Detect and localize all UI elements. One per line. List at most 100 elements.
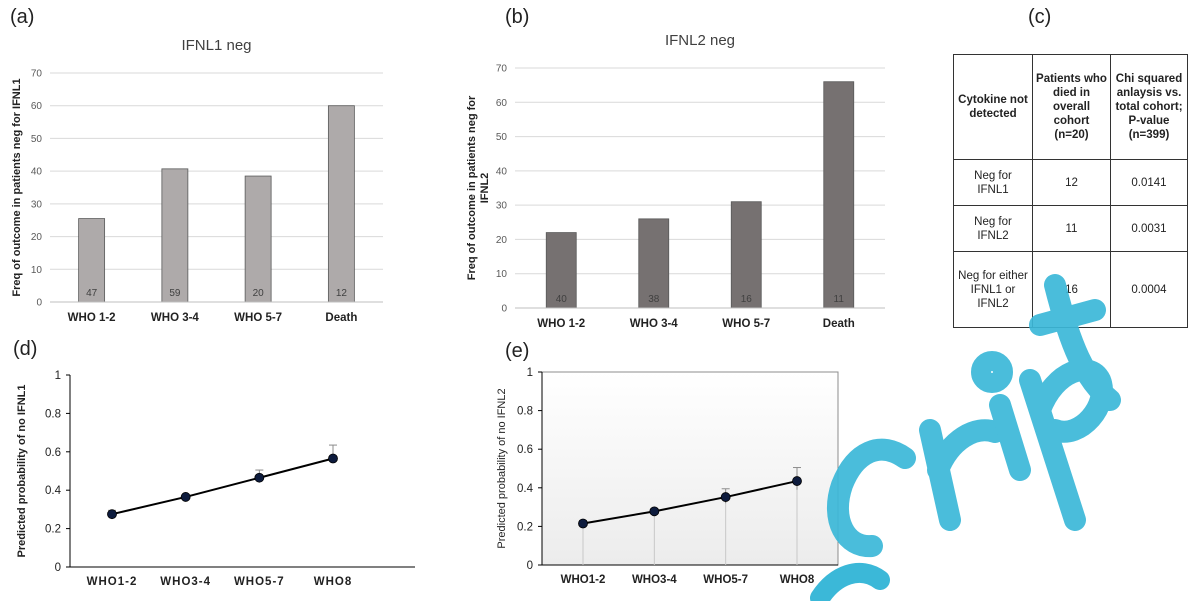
bar-data-label: 16 bbox=[741, 294, 753, 305]
table-row: Neg for IFNL1 12 0.0141 bbox=[953, 159, 1188, 206]
bar-data-label: 38 bbox=[648, 294, 660, 305]
bar-data-label: 47 bbox=[86, 288, 98, 299]
y-tick-label: 1 bbox=[55, 370, 61, 382]
data-point bbox=[180, 492, 191, 502]
y-tick-label: 0.8 bbox=[517, 406, 533, 418]
y-tick-label: 0 bbox=[36, 298, 42, 309]
y-axis-label: Predicted probability of no IFNL2 bbox=[496, 388, 508, 548]
x-tick-label: WHO 5-7 bbox=[234, 312, 282, 324]
table-cell: 0.0141 bbox=[1110, 159, 1188, 206]
chart-title: IFNL2 neg bbox=[665, 32, 735, 49]
y-tick-label: 40 bbox=[496, 166, 508, 177]
table-cell: 12 bbox=[1032, 159, 1111, 206]
y-tick-label: 60 bbox=[31, 101, 43, 112]
y-tick-label: 0 bbox=[527, 560, 533, 572]
y-tick-label: 30 bbox=[31, 199, 43, 210]
y-tick-label: 0.8 bbox=[45, 408, 61, 420]
x-tick-label: WHO5-7 bbox=[703, 574, 748, 586]
x-tick-label: WHO8 bbox=[780, 574, 815, 586]
bar bbox=[730, 201, 762, 309]
y-axis-label-line: Freq of outcome in patients neg for bbox=[466, 95, 478, 280]
y-tick-label: 0.4 bbox=[517, 483, 534, 495]
table-header-cell: Cytokine not detected bbox=[953, 54, 1033, 160]
table-cell: Neg for either IFNL1 or IFNL2 bbox=[953, 251, 1033, 328]
table-row: Neg for IFNL2 11 0.0031 bbox=[953, 205, 1188, 252]
data-point bbox=[578, 518, 588, 529]
bar bbox=[161, 168, 189, 303]
y-tick-label: 10 bbox=[31, 265, 43, 276]
y-tick-label: 70 bbox=[496, 64, 508, 75]
y-tick-label: 60 bbox=[496, 98, 508, 109]
bar-data-label: 12 bbox=[336, 288, 348, 299]
bar bbox=[823, 81, 855, 309]
y-tick-label: 0 bbox=[501, 304, 507, 315]
y-tick-label: 0.2 bbox=[45, 524, 61, 536]
bar bbox=[545, 232, 577, 309]
y-axis-label: Freq of outcome in patients neg forIFNL2 bbox=[466, 95, 491, 280]
bar-chart-ifnl2: IFNL2 neg 0 10 20 30 40 50 60 70 40 WHO 1-2 38 WHO 3… bbox=[466, 32, 885, 330]
x-tick-label: WHO3-4 bbox=[160, 576, 211, 588]
table-header-cell: Patients who died in overall cohort (n=2… bbox=[1032, 54, 1111, 160]
data-point bbox=[328, 453, 338, 464]
series-line bbox=[111, 457, 334, 516]
watermark-stroke bbox=[989, 394, 1031, 481]
table-cell: Neg for IFNL2 bbox=[953, 205, 1033, 252]
panel-label-b: (b) bbox=[505, 6, 530, 28]
table-cell: 16 bbox=[1032, 251, 1111, 328]
data-point bbox=[792, 476, 802, 486]
y-tick-label: 20 bbox=[496, 235, 508, 246]
bar-data-label: 20 bbox=[253, 288, 265, 299]
chart-title: IFNL1 neg bbox=[181, 37, 251, 54]
y-tick-label: 0 bbox=[55, 562, 61, 574]
x-tick-label: WHO 3-4 bbox=[630, 318, 679, 330]
panel-label-d: (d) bbox=[13, 338, 38, 360]
y-tick-label: 40 bbox=[31, 167, 43, 178]
x-tick-label: WHO1-2 bbox=[561, 574, 606, 586]
watermark-stroke bbox=[971, 351, 1013, 393]
x-tick-label: WHO 3-4 bbox=[151, 312, 200, 324]
table-cell: Neg for IFNL1 bbox=[953, 159, 1033, 206]
y-tick-label: 0.6 bbox=[45, 447, 61, 459]
table-cell: 11 bbox=[1032, 205, 1111, 252]
y-tick-label: 70 bbox=[31, 69, 43, 80]
bar bbox=[327, 105, 355, 303]
data-point bbox=[649, 506, 660, 517]
line-chart-ifnl2: 0 0.2 0.4 0.6 0.8 1 WHO1-2 WHO3-4 WHO5-7 WHO8 Pred… bbox=[496, 367, 839, 586]
y-tick-label: 30 bbox=[496, 201, 508, 212]
panel-label-c: (c) bbox=[1028, 6, 1052, 28]
y-axis-label: Freq of outcome in patients neg for IFNL… bbox=[11, 78, 23, 296]
y-tick-label: 0.4 bbox=[45, 485, 62, 497]
y-tick-label: 1 bbox=[527, 367, 533, 379]
data-point bbox=[720, 492, 731, 502]
watermark-stroke bbox=[1019, 359, 1113, 531]
table-cell: 0.0004 bbox=[1110, 251, 1188, 328]
series-line bbox=[582, 480, 798, 525]
y-axis-label: Predicted probability of no IFNL1 bbox=[16, 385, 28, 558]
x-tick-label: WHO 1-2 bbox=[68, 312, 116, 324]
panel-label-a: (a) bbox=[10, 6, 35, 28]
bar-data-label: 59 bbox=[169, 288, 181, 299]
x-tick-label: WHO1-2 bbox=[87, 576, 138, 588]
watermark-stroke bbox=[919, 419, 1006, 531]
line-chart-ifnl1: 0 0.2 0.4 0.6 0.8 1 WHO1-2 WHO3-4 WHO5-7 WHO8 Pred… bbox=[16, 370, 415, 588]
x-tick-label: WHO5-7 bbox=[234, 576, 285, 588]
data-point bbox=[254, 472, 265, 483]
table-header-row: Cytokine not detected Patients who died … bbox=[953, 54, 1188, 160]
plot-area bbox=[541, 371, 839, 566]
bar-data-label: 11 bbox=[834, 294, 845, 305]
x-tick-label: WHO8 bbox=[314, 576, 353, 588]
cytokine-table: Cytokine not detected Patients who died … bbox=[953, 54, 1188, 328]
x-tick-label: Death bbox=[823, 318, 855, 330]
data-point bbox=[107, 509, 117, 520]
x-tick-label: WHO 5-7 bbox=[722, 318, 770, 330]
y-axis-label-line: Freq of outcome in patients neg for IFNL… bbox=[11, 78, 23, 296]
bar bbox=[244, 175, 272, 303]
x-tick-label: WHO 1-2 bbox=[537, 318, 585, 330]
bar bbox=[638, 218, 670, 309]
panel-label-e: (e) bbox=[505, 340, 530, 362]
y-tick-label: 20 bbox=[31, 232, 43, 243]
bar-chart-ifnl1: IFNL1 neg 0 10 20 30 40 50 60 70 47 WHO 1-2 59 WHO 3… bbox=[11, 37, 383, 324]
bar-data-label: 40 bbox=[556, 294, 568, 305]
y-tick-label: 50 bbox=[31, 134, 43, 145]
x-tick-label: Death bbox=[325, 312, 357, 324]
